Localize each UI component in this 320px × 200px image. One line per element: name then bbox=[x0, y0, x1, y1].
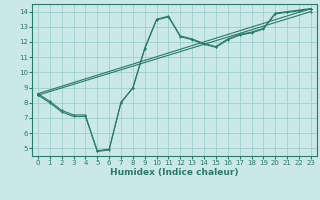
X-axis label: Humidex (Indice chaleur): Humidex (Indice chaleur) bbox=[110, 168, 239, 177]
